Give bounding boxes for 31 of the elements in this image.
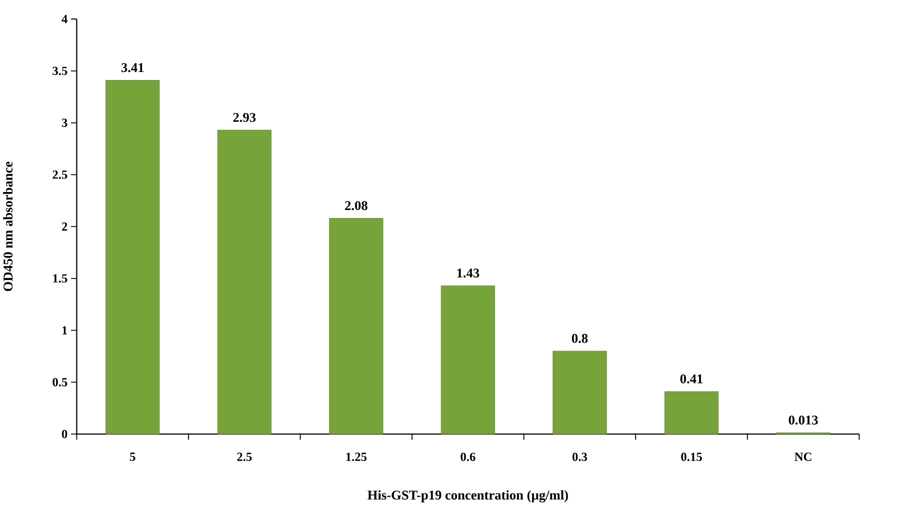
x-tick-label: 0.15 [681, 452, 702, 461]
x-tick-label: 0.3 [572, 452, 588, 461]
bar [329, 218, 384, 434]
y-tick-label: 1 [62, 326, 68, 334]
data-label: 3.41 [121, 62, 144, 72]
data-label: 0.013 [788, 415, 818, 424]
x-tick-label: NC [794, 452, 812, 461]
y-tick-label: 2 [62, 222, 68, 230]
y-tick-label: 4 [62, 14, 68, 23]
y-tick-label: 3.5 [52, 66, 68, 75]
bar [440, 285, 495, 434]
y-axis-title: OD450 nm absorbance [3, 162, 13, 291]
bar [217, 130, 272, 434]
y-tick-label: 3 [62, 118, 68, 127]
x-tick-label: 2.5 [237, 452, 252, 461]
data-label: 2.08 [345, 200, 368, 210]
x-tick-label: 5 [130, 452, 136, 461]
data-label: 0.8 [572, 334, 588, 343]
bar [664, 391, 719, 434]
y-tick-label: 1.5 [53, 274, 68, 282]
x-tick-label: 1.25 [346, 452, 367, 461]
data-label: 0.41 [680, 374, 702, 384]
data-label: 1.43 [457, 268, 480, 278]
data-label: 2.93 [233, 112, 256, 122]
y-tick-label: 2.5 [52, 170, 68, 179]
x-tick-label: 0.6 [460, 452, 476, 461]
bar [106, 80, 160, 434]
x-axis-title: His-GST-p19 concentration (µg/ml) [368, 490, 568, 502]
bar [552, 350, 607, 434]
y-tick-label: 0 [62, 430, 68, 438]
y-tick-label: 0.5 [52, 378, 68, 386]
